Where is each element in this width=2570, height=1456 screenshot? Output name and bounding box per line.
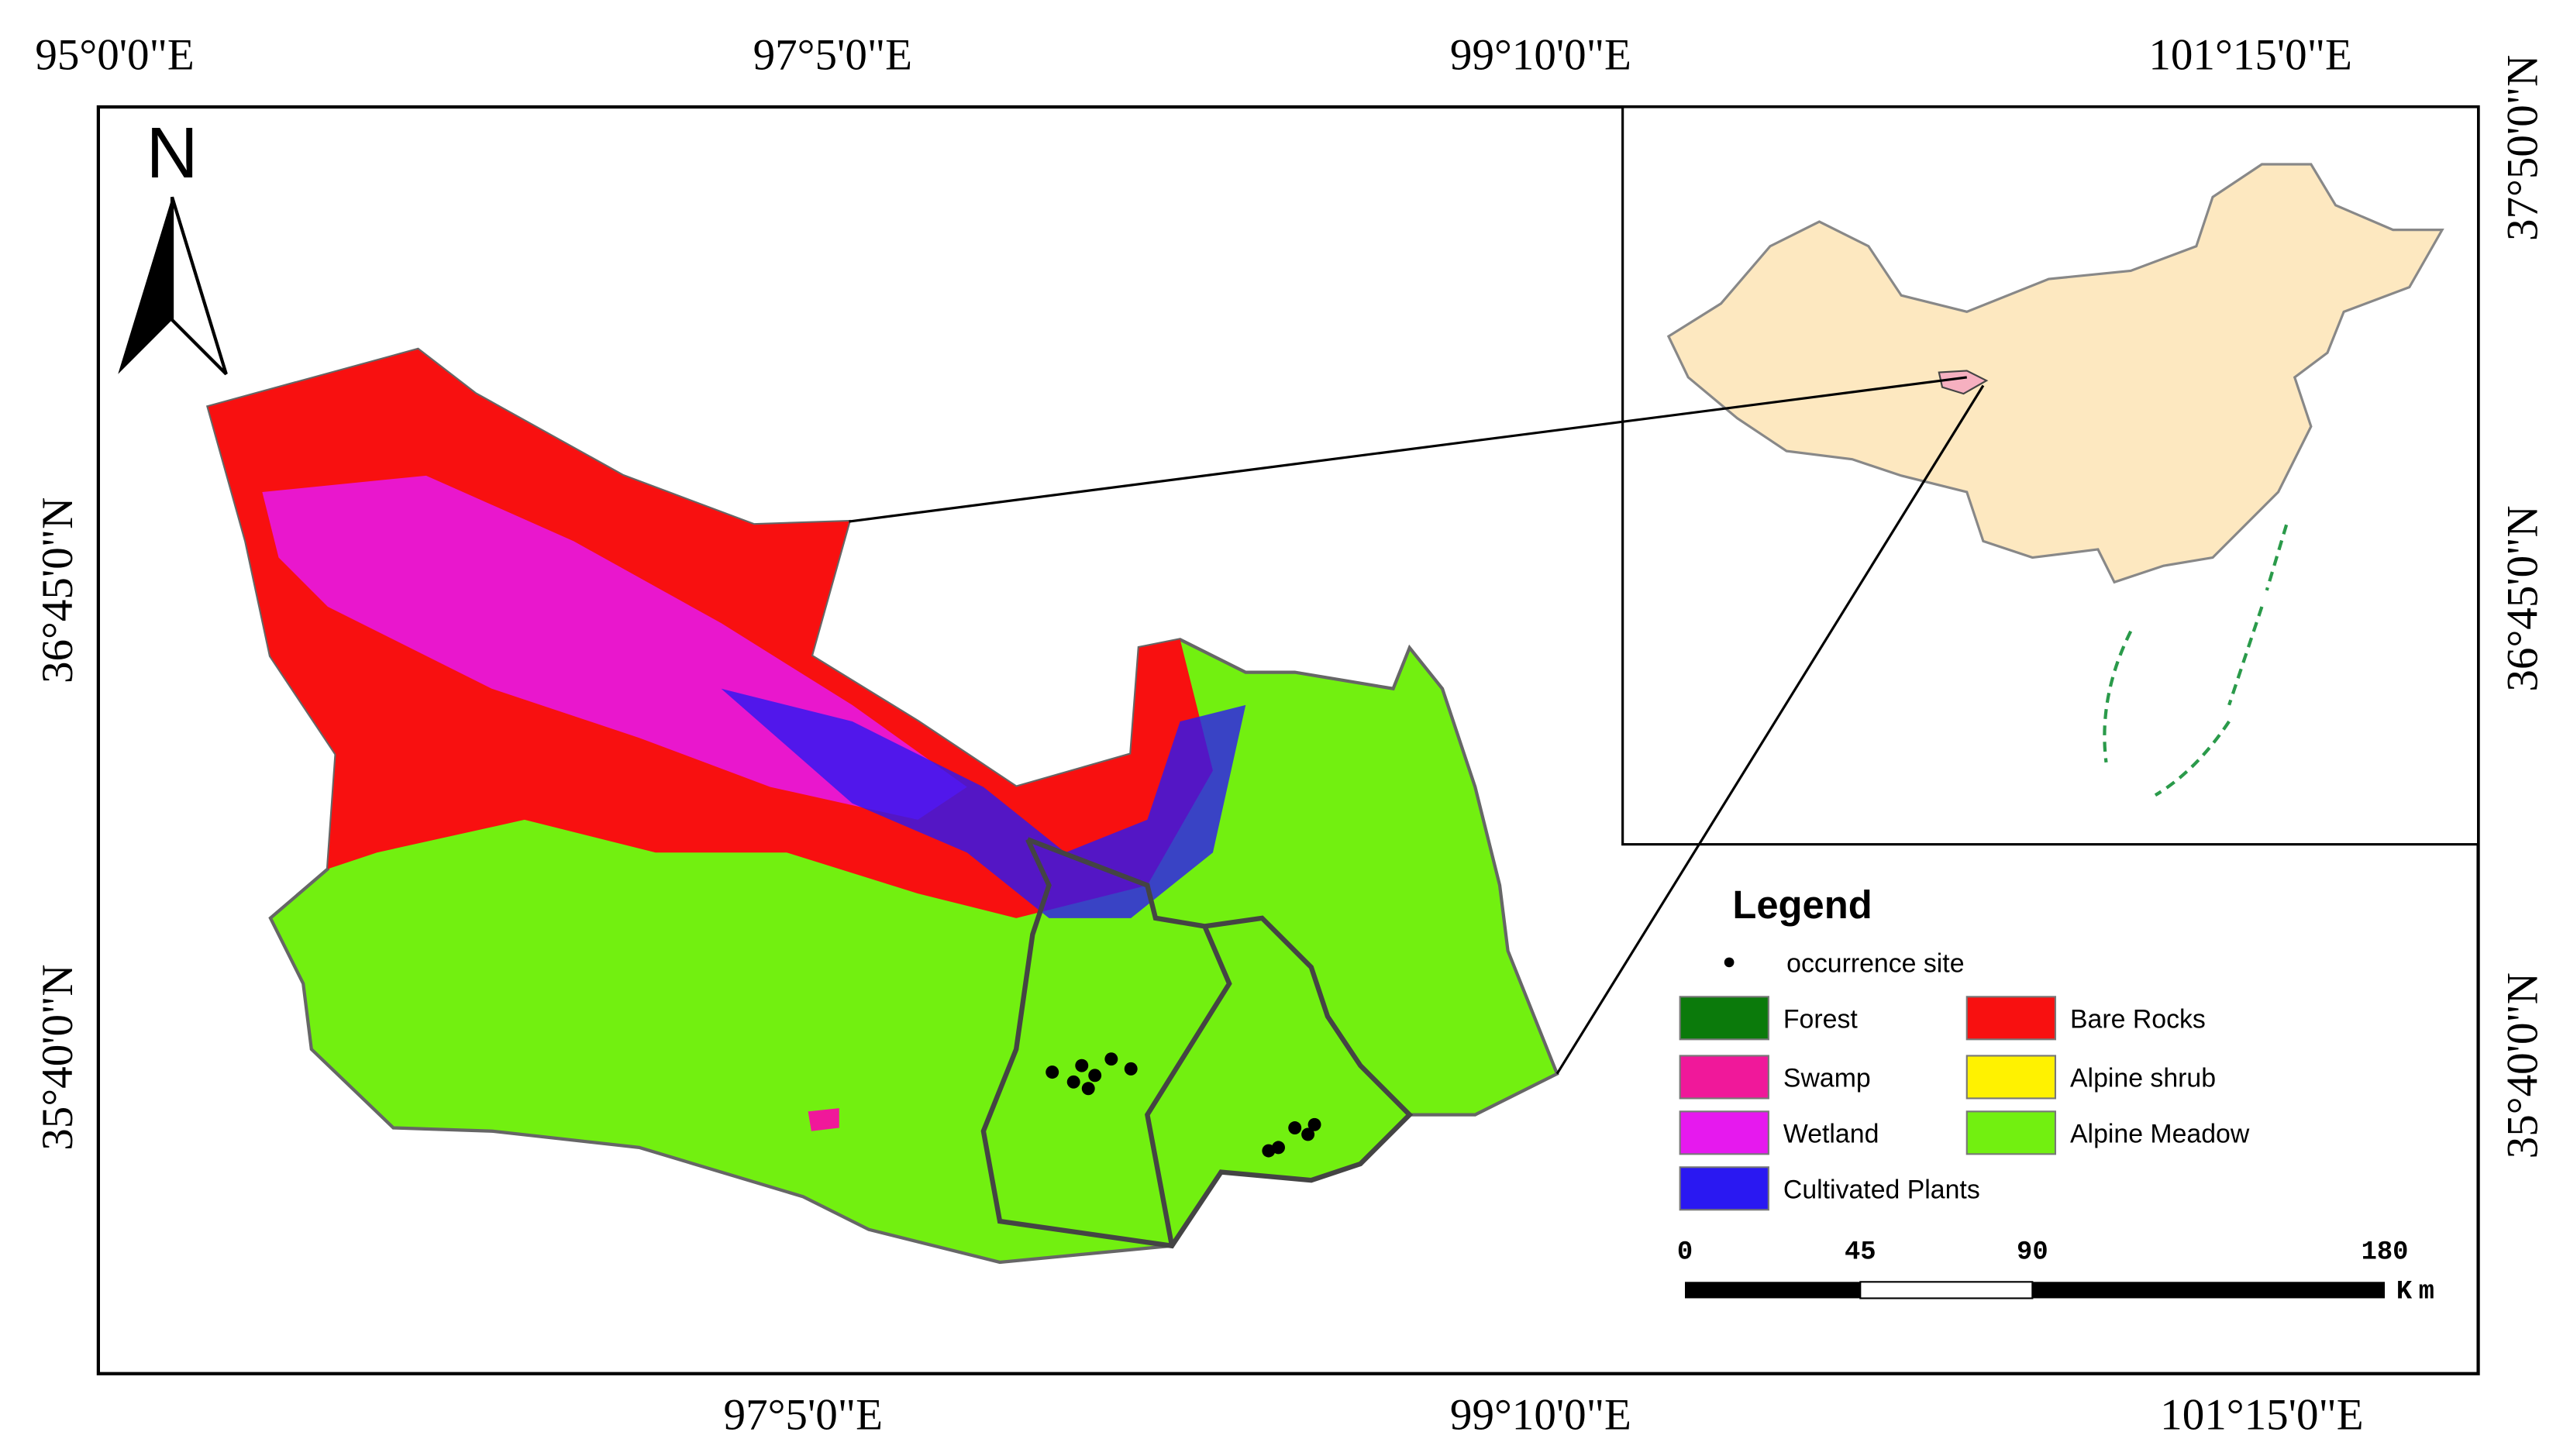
occurrence-site xyxy=(1301,1127,1315,1141)
scale-segment xyxy=(1685,1282,1861,1299)
scale-segment xyxy=(1859,1281,2034,1299)
legend-title: Legend xyxy=(1732,883,1872,927)
top-coord-label: 99°10'0"E xyxy=(1450,30,1631,79)
region-cultivated xyxy=(721,688,1246,918)
china-outline xyxy=(1666,163,2444,584)
right-coord-label: 37°50'0"N xyxy=(2499,55,2548,241)
legend-label: occurrence site xyxy=(1786,949,1964,979)
occurrence-site xyxy=(1066,1075,1080,1089)
occurrence-site xyxy=(1104,1052,1118,1066)
occurrence-site xyxy=(1288,1121,1302,1134)
occurrence-site xyxy=(1307,1117,1321,1131)
legend-swatch xyxy=(1679,996,1769,1041)
north-label: N xyxy=(146,112,198,193)
legend-swatch xyxy=(1679,1110,1769,1155)
region-swamp xyxy=(808,1108,839,1131)
legend-swatch xyxy=(1965,1055,2057,1100)
scale-tick-label: 90 xyxy=(2017,1238,2048,1268)
legend-label: Alpine Meadow xyxy=(2070,1120,2250,1149)
scale-bar: 0 45 90 180 Km xyxy=(1677,1238,2441,1307)
left-coord-label: 36°45'0"N xyxy=(33,497,82,683)
legend-swatch xyxy=(1679,1055,1769,1100)
legend-swatch xyxy=(1965,1110,2057,1155)
bottom-coord-label: 97°5'0"E xyxy=(724,1391,883,1440)
nine-dash-line xyxy=(2103,524,2289,797)
study-area-inset xyxy=(1938,370,1989,395)
left-coord-label: 35°40'0"N xyxy=(33,964,82,1150)
legend-label: Wetland xyxy=(1783,1120,1879,1149)
scale-tick-label: 0 xyxy=(1677,1238,1693,1268)
scale-segment xyxy=(2032,1282,2386,1299)
legend-swatch xyxy=(1965,996,2057,1041)
top-coord-label: 97°5'0"E xyxy=(753,30,912,79)
top-coord-label: 101°15'0"E xyxy=(2148,30,2352,79)
occurrence-site xyxy=(1075,1058,1089,1072)
legend-label: Cultivated Plants xyxy=(1783,1175,1980,1204)
county-border xyxy=(1145,925,1232,1247)
bottom-coord-label: 101°15'0"E xyxy=(2160,1391,2364,1440)
legend-label: Swamp xyxy=(1783,1064,1871,1093)
right-coord-label: 35°40'0"N xyxy=(2499,972,2548,1158)
legend-label: Bare Rocks xyxy=(2070,1005,2206,1034)
occurrence-site xyxy=(1046,1065,1059,1079)
occurrence-site xyxy=(1124,1062,1138,1076)
occurrence-site xyxy=(1262,1144,1276,1158)
legend-label: Forest xyxy=(1783,1005,1858,1034)
legend-marker xyxy=(1724,957,1735,968)
connector-line xyxy=(1555,384,1985,1075)
coordinate-labels: 95°0'0"E 97°5'0"E 99°10'0"E 101°15'0"E 97°5'… xyxy=(33,30,2548,1439)
bottom-coord-label: 99°10'0"E xyxy=(1450,1391,1631,1440)
occurrence-site xyxy=(1081,1082,1095,1096)
top-coord-label: 95°0'0"E xyxy=(35,30,194,79)
legend-swatch xyxy=(1679,1166,1769,1211)
occurrence-site xyxy=(1088,1069,1102,1083)
north-arrow xyxy=(170,196,228,376)
occurrence-sites xyxy=(1046,1052,1321,1158)
scale-tick-label: 45 xyxy=(1845,1238,1876,1268)
scale-tick-label: 180 xyxy=(2362,1238,2409,1268)
right-coord-label: 36°45'0"N xyxy=(2499,505,2548,691)
legend-label: Alpine shrub xyxy=(2070,1064,2216,1093)
scale-unit: Km xyxy=(2396,1277,2441,1306)
connector-line xyxy=(849,376,1967,523)
north-arrow xyxy=(118,197,173,374)
legend: occurrence site Forest Swamp Wetland Cultiva… xyxy=(1679,949,2250,1211)
